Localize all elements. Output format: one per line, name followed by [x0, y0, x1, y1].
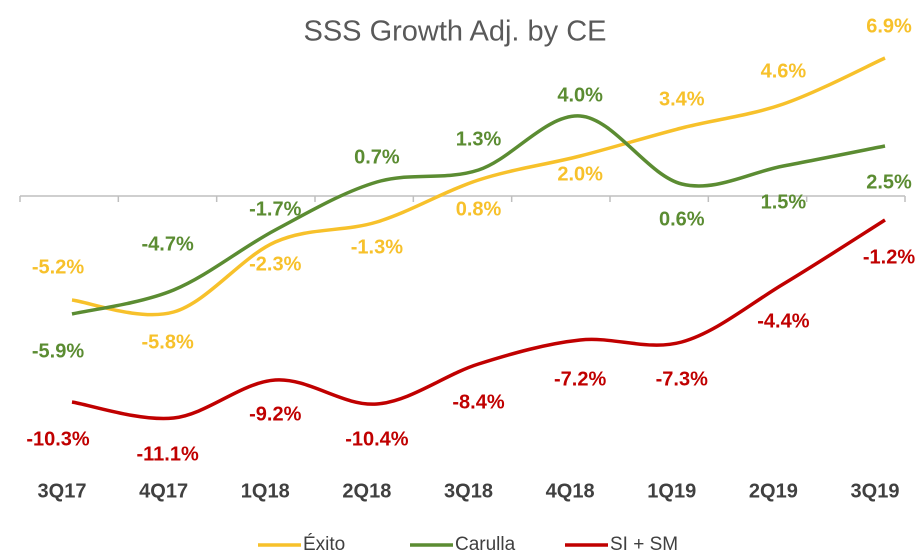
x-tick-label: 2Q19 — [749, 480, 798, 502]
x-tick-label: 1Q18 — [241, 480, 290, 502]
data-label: 1.3% — [456, 128, 502, 150]
series-line — [71, 218, 886, 421]
data-label: -9.2% — [249, 403, 301, 425]
x-tick-label: 1Q19 — [647, 480, 696, 502]
data-label: 2.0% — [557, 163, 603, 185]
legend-label: Éxito — [303, 534, 345, 555]
data-label: 4.0% — [557, 84, 603, 106]
data-label: 0.6% — [659, 208, 705, 230]
data-label: -7.2% — [554, 368, 606, 390]
data-label: -5.8% — [142, 331, 194, 353]
data-label: -4.7% — [142, 233, 194, 255]
legend-label: Carulla — [455, 534, 516, 555]
x-tick-label: 4Q17 — [139, 480, 188, 502]
series-line — [71, 114, 886, 316]
chart-title: SSS Growth Adj. by CE — [303, 16, 606, 48]
data-label: -8.4% — [452, 391, 504, 413]
data-label: -7.3% — [656, 368, 708, 390]
data-label: -1.7% — [249, 198, 301, 220]
data-label: 2.5% — [866, 171, 912, 193]
x-tick-label: 3Q18 — [444, 480, 493, 502]
x-tick-label: 3Q19 — [851, 480, 900, 502]
series-line — [71, 56, 886, 317]
data-label: -4.4% — [757, 310, 809, 332]
data-label: -5.2% — [32, 256, 84, 278]
data-label: 4.6% — [761, 60, 807, 82]
x-tick-label: 4Q18 — [546, 480, 595, 502]
data-label: 0.7% — [354, 146, 400, 168]
data-label: -1.3% — [351, 236, 403, 258]
data-label: -1.2% — [863, 246, 915, 268]
legend-label: SI + SM — [610, 534, 678, 555]
x-tick-label: 2Q18 — [342, 480, 391, 502]
data-label: -2.3% — [249, 253, 301, 275]
data-label: 1.5% — [761, 191, 807, 213]
data-label: -10.4% — [345, 428, 409, 450]
data-label: 6.9% — [866, 15, 912, 37]
data-label: -5.9% — [32, 340, 84, 362]
data-label: -10.3% — [26, 428, 90, 450]
data-label: 0.8% — [456, 198, 502, 220]
x-tick-label: 3Q17 — [38, 480, 87, 502]
data-label: 3.4% — [659, 88, 705, 110]
data-label: -11.1% — [136, 443, 198, 465]
